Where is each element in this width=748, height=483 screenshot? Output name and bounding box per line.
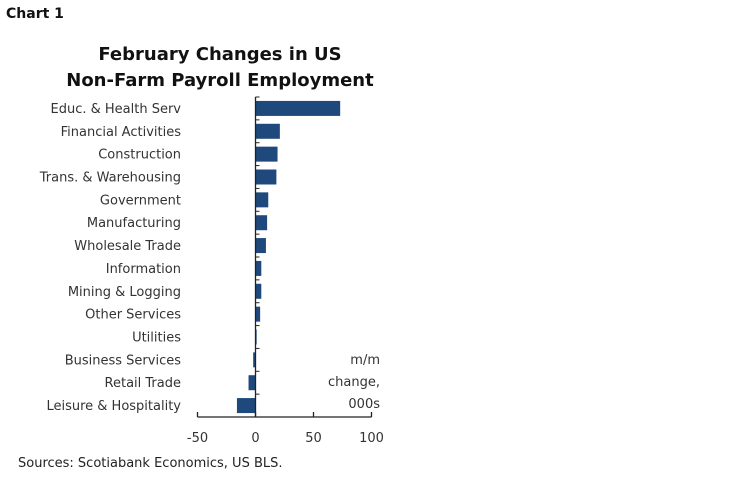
bar [255,123,280,139]
chart-number-label: Chart 1 [6,6,64,22]
unit-line-2: change, [328,375,380,390]
bar [255,238,266,254]
chart-title: February Changes in US Non-Farm Payroll … [0,42,440,94]
x-tick-label: 100 [359,431,384,446]
category-label: Educ. & Health Serv [51,102,182,117]
category-label: Other Services [85,308,181,323]
bar [255,169,277,185]
source-note: Sources: Scotiabank Economics, US BLS. [18,456,283,471]
bar [236,398,256,414]
bar [255,146,278,162]
unit-label: m/m change, 000s [310,350,380,416]
category-label: Financial Activities [61,125,182,140]
bar [248,375,256,391]
bar [255,192,269,208]
category-label: Trans. & Warehousing [39,171,181,186]
bar [255,306,261,322]
category-label: Government [100,193,181,208]
category-label: Leisure & Hospitality [46,399,181,414]
x-tick-label: 0 [251,431,259,446]
category-label: Information [106,262,181,277]
bar [255,260,262,276]
x-tick-label: -50 [187,431,208,446]
category-label: Mining & Logging [68,285,181,300]
bar [255,215,268,231]
unit-line-1: m/m [350,353,380,368]
bar [255,100,341,116]
category-label: Manufacturing [87,216,181,231]
title-line-1: February Changes in US [98,44,342,65]
category-label: Wholesale Trade [74,239,181,254]
title-line-2: Non-Farm Payroll Employment [66,70,374,91]
x-tick-label: 50 [305,431,322,446]
category-label: Utilities [132,331,181,346]
category-label: Retail Trade [105,376,181,391]
bar [253,352,256,368]
category-label: Construction [98,148,181,163]
category-label: Business Services [65,353,182,368]
bar [255,283,262,299]
unit-line-3: 000s [348,397,380,412]
